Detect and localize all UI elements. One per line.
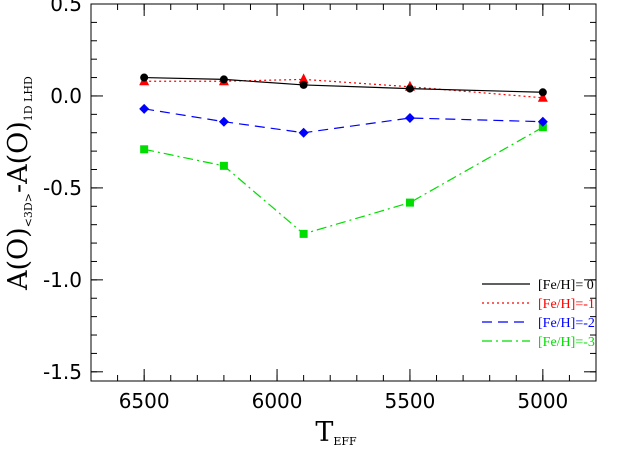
x-tick-label: 5500 — [384, 389, 435, 413]
legend-label: [Fe/H]=-1 — [538, 297, 595, 312]
plot-frame — [90, 3, 597, 382]
y-tick-label: -0.5 — [43, 176, 82, 200]
legend-label: [Fe/H]=-2 — [538, 316, 595, 331]
axis-ticks — [90, 3, 597, 381]
x-tick-label: 6000 — [252, 389, 303, 413]
x-tick-label: 5000 — [517, 389, 568, 413]
data-point-circle — [140, 73, 149, 82]
data-point-triangle — [537, 91, 548, 102]
data-point-square — [219, 161, 228, 170]
series-line — [144, 126, 544, 235]
x-axis-title-sub: EFF — [333, 435, 357, 448]
series-layer — [139, 73, 548, 238]
data-point-diamond — [404, 113, 415, 124]
series-line — [144, 108, 543, 134]
y-tick-label: 0.5 — [50, 0, 82, 16]
y-axis-title-part-1: A(O) — [3, 227, 34, 291]
x-axis-title: TEFF — [315, 417, 357, 448]
y-axis-title: A(O)<3D>-A(O)1D LHD — [3, 76, 35, 291]
y-tick-label: -1.5 — [43, 360, 82, 384]
series-line — [144, 78, 543, 99]
data-point-square — [538, 123, 547, 132]
y-axis-title-part-2: <3D> — [22, 193, 35, 227]
data-point-square — [140, 145, 149, 154]
y-axis-title-part-4: 1D LHD — [22, 76, 35, 121]
data-point-diamond — [139, 103, 150, 114]
series-group — [140, 123, 547, 238]
x-tick-label: 6500 — [119, 389, 170, 413]
y-tick-label: -1.0 — [43, 268, 82, 292]
data-point-circle — [299, 80, 308, 89]
data-point-triangle — [298, 73, 309, 84]
data-point-square — [405, 198, 414, 207]
data-point-diamond — [537, 116, 548, 127]
x-axis-title-main: T — [315, 417, 333, 448]
legend-label: [Fe/H]= 0 — [538, 278, 594, 293]
data-point-circle — [538, 88, 547, 97]
legend: [Fe/H]= 0 [Fe/H]=-1 [Fe/H]=-2 [Fe/H]=-3 — [482, 278, 595, 350]
data-point-square — [299, 229, 308, 238]
data-point-circle — [219, 75, 228, 84]
series-group — [139, 73, 548, 102]
series-group — [140, 73, 547, 97]
tick-labels: 0.5 0.0 -0.5 -1.0 -1.5 6500 6000 5500 5000 — [43, 0, 568, 413]
data-point-diamond — [218, 116, 229, 127]
y-tick-label: 0.0 — [50, 84, 82, 108]
data-point-circle — [405, 84, 414, 93]
series-line — [144, 76, 543, 93]
series-group — [139, 103, 548, 138]
y-axis-title-part-3: -A(O) — [3, 121, 34, 193]
data-point-diamond — [298, 127, 309, 138]
legend-label: [Fe/H]=-3 — [538, 335, 595, 350]
